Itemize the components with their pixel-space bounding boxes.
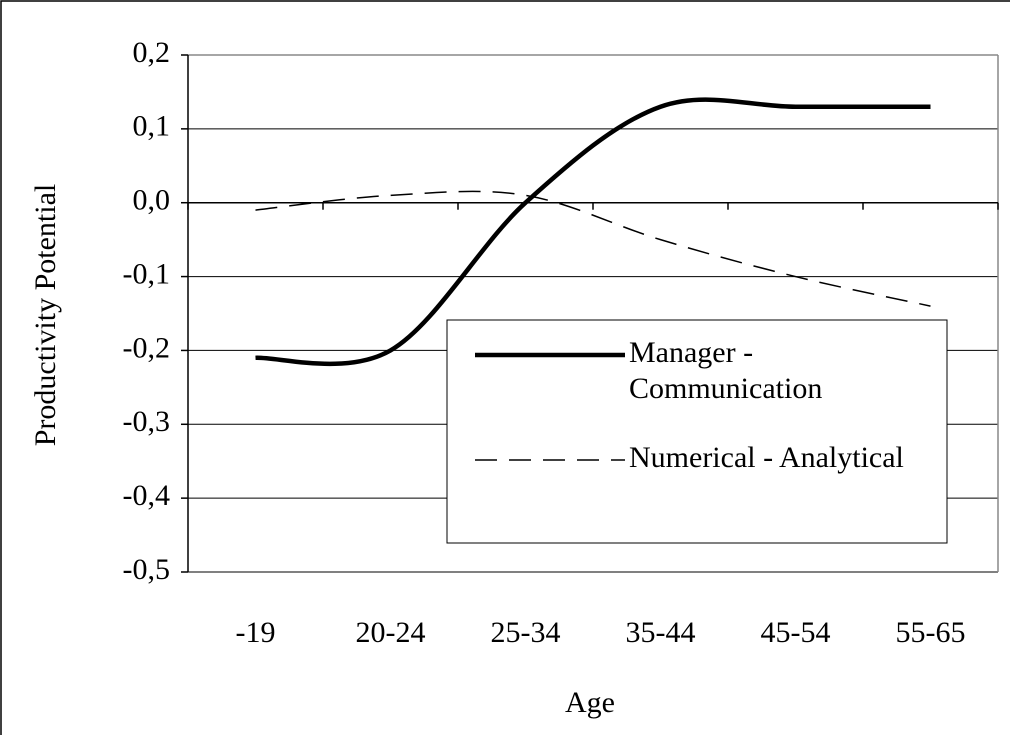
x-tick-label: 55-65 <box>896 616 966 649</box>
x-tick-label: 45-54 <box>761 616 831 649</box>
y-tick-label: -0,2 <box>123 331 171 364</box>
x-axis-label: Age <box>565 686 615 719</box>
y-axis-label: Productivity Potential <box>29 184 62 447</box>
legend-entry: Manager - Communication <box>629 336 823 405</box>
legend-label: Manager - Communication <box>629 336 823 405</box>
legend-entry: Numerical - Analytical <box>629 441 904 474</box>
y-tick-label: 0,0 <box>133 184 171 217</box>
y-tick-label: 0,1 <box>133 110 171 143</box>
x-tick-label: 25-34 <box>491 616 561 649</box>
x-tick-label: 20-24 <box>356 616 426 649</box>
legend-label: Numerical - Analytical <box>629 441 904 474</box>
y-tick-label: 0,2 <box>133 36 171 69</box>
series-line <box>255 97 931 367</box>
series-line <box>255 190 931 307</box>
x-tick-label: -19 <box>236 616 276 649</box>
x-tick-label: 35-44 <box>626 616 696 649</box>
y-tick-label: -0,1 <box>123 257 171 290</box>
y-tick-label: -0,5 <box>123 553 171 586</box>
y-tick-label: -0,4 <box>123 479 171 512</box>
y-tick-label: -0,3 <box>123 405 171 438</box>
